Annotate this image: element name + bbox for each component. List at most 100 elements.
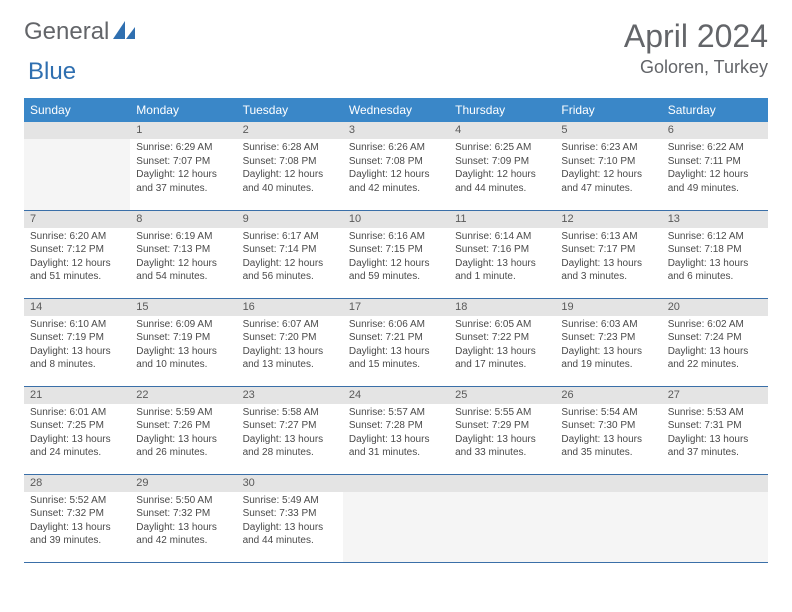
calendar-cell: 19Sunrise: 6:03 AMSunset: 7:23 PMDayligh… xyxy=(555,298,661,386)
day-content: Sunrise: 5:54 AMSunset: 7:30 PMDaylight:… xyxy=(555,404,661,464)
daylight-text: Daylight: 13 hours and 19 minutes. xyxy=(561,345,655,372)
calendar-cell: 28Sunrise: 5:52 AMSunset: 7:32 PMDayligh… xyxy=(24,474,130,562)
sunset-text: Sunset: 7:23 PM xyxy=(561,331,655,345)
daylight-text: Daylight: 12 hours and 54 minutes. xyxy=(136,257,230,284)
sunset-text: Sunset: 7:10 PM xyxy=(561,155,655,169)
sunrise-text: Sunrise: 5:57 AM xyxy=(349,406,443,420)
sunset-text: Sunset: 7:18 PM xyxy=(668,243,762,257)
dayname-0: Sunday xyxy=(24,98,130,122)
day-content: Sunrise: 6:07 AMSunset: 7:20 PMDaylight:… xyxy=(237,316,343,376)
sunrise-text: Sunrise: 6:20 AM xyxy=(30,230,124,244)
sunrise-text: Sunrise: 6:14 AM xyxy=(455,230,549,244)
calendar-cell xyxy=(555,474,661,562)
calendar-cell: 15Sunrise: 6:09 AMSunset: 7:19 PMDayligh… xyxy=(130,298,236,386)
day-number: 12 xyxy=(555,211,661,228)
day-content: Sunrise: 5:58 AMSunset: 7:27 PMDaylight:… xyxy=(237,404,343,464)
sunset-text: Sunset: 7:08 PM xyxy=(349,155,443,169)
brand-text-2: Blue xyxy=(28,58,76,86)
day-number: 11 xyxy=(449,211,555,228)
sunrise-text: Sunrise: 5:53 AM xyxy=(668,406,762,420)
daylight-text: Daylight: 12 hours and 44 minutes. xyxy=(455,168,549,195)
daylight-text: Daylight: 13 hours and 33 minutes. xyxy=(455,433,549,460)
day-content xyxy=(24,139,130,145)
day-number: 28 xyxy=(24,475,130,492)
calendar-cell: 2Sunrise: 6:28 AMSunset: 7:08 PMDaylight… xyxy=(237,122,343,210)
day-content xyxy=(662,492,768,498)
day-content: Sunrise: 5:52 AMSunset: 7:32 PMDaylight:… xyxy=(24,492,130,552)
daylight-text: Daylight: 13 hours and 39 minutes. xyxy=(30,521,124,548)
sunset-text: Sunset: 7:07 PM xyxy=(136,155,230,169)
day-number: 27 xyxy=(662,387,768,404)
sunset-text: Sunset: 7:27 PM xyxy=(243,419,337,433)
day-number: 17 xyxy=(343,299,449,316)
sunset-text: Sunset: 7:33 PM xyxy=(243,507,337,521)
day-number: 6 xyxy=(662,122,768,139)
day-number: 14 xyxy=(24,299,130,316)
calendar-cell: 8Sunrise: 6:19 AMSunset: 7:13 PMDaylight… xyxy=(130,210,236,298)
calendar-cell: 12Sunrise: 6:13 AMSunset: 7:17 PMDayligh… xyxy=(555,210,661,298)
sunrise-text: Sunrise: 6:17 AM xyxy=(243,230,337,244)
day-content: Sunrise: 6:03 AMSunset: 7:23 PMDaylight:… xyxy=(555,316,661,376)
daylight-text: Daylight: 13 hours and 42 minutes. xyxy=(136,521,230,548)
day-number: 1 xyxy=(130,122,236,139)
calendar-cell: 26Sunrise: 5:54 AMSunset: 7:30 PMDayligh… xyxy=(555,386,661,474)
day-number: 10 xyxy=(343,211,449,228)
sunset-text: Sunset: 7:22 PM xyxy=(455,331,549,345)
sunset-text: Sunset: 7:14 PM xyxy=(243,243,337,257)
day-content: Sunrise: 6:12 AMSunset: 7:18 PMDaylight:… xyxy=(662,228,768,288)
sunrise-text: Sunrise: 6:28 AM xyxy=(243,141,337,155)
day-content: Sunrise: 5:53 AMSunset: 7:31 PMDaylight:… xyxy=(662,404,768,464)
calendar-week: 14Sunrise: 6:10 AMSunset: 7:19 PMDayligh… xyxy=(24,298,768,386)
location-text: Goloren, Turkey xyxy=(624,57,768,78)
calendar-cell: 18Sunrise: 6:05 AMSunset: 7:22 PMDayligh… xyxy=(449,298,555,386)
sunrise-text: Sunrise: 6:07 AM xyxy=(243,318,337,332)
dayname-2: Tuesday xyxy=(237,98,343,122)
calendar-cell: 25Sunrise: 5:55 AMSunset: 7:29 PMDayligh… xyxy=(449,386,555,474)
daylight-text: Daylight: 13 hours and 26 minutes. xyxy=(136,433,230,460)
daylight-text: Daylight: 13 hours and 1 minute. xyxy=(455,257,549,284)
day-content: Sunrise: 6:16 AMSunset: 7:15 PMDaylight:… xyxy=(343,228,449,288)
day-number xyxy=(449,475,555,492)
daylight-text: Daylight: 13 hours and 15 minutes. xyxy=(349,345,443,372)
day-content: Sunrise: 6:26 AMSunset: 7:08 PMDaylight:… xyxy=(343,139,449,199)
day-content xyxy=(449,492,555,498)
day-content xyxy=(555,492,661,498)
sunrise-text: Sunrise: 6:10 AM xyxy=(30,318,124,332)
daylight-text: Daylight: 12 hours and 51 minutes. xyxy=(30,257,124,284)
day-number: 7 xyxy=(24,211,130,228)
calendar-cell: 6Sunrise: 6:22 AMSunset: 7:11 PMDaylight… xyxy=(662,122,768,210)
sunrise-text: Sunrise: 6:09 AM xyxy=(136,318,230,332)
calendar-cell: 10Sunrise: 6:16 AMSunset: 7:15 PMDayligh… xyxy=(343,210,449,298)
sunrise-text: Sunrise: 5:55 AM xyxy=(455,406,549,420)
day-content: Sunrise: 5:50 AMSunset: 7:32 PMDaylight:… xyxy=(130,492,236,552)
brand-sail-icon xyxy=(111,19,137,46)
sunrise-text: Sunrise: 5:54 AM xyxy=(561,406,655,420)
calendar-cell: 21Sunrise: 6:01 AMSunset: 7:25 PMDayligh… xyxy=(24,386,130,474)
day-number: 21 xyxy=(24,387,130,404)
calendar-cell: 9Sunrise: 6:17 AMSunset: 7:14 PMDaylight… xyxy=(237,210,343,298)
day-content: Sunrise: 6:01 AMSunset: 7:25 PMDaylight:… xyxy=(24,404,130,464)
day-number: 4 xyxy=(449,122,555,139)
daylight-text: Daylight: 13 hours and 3 minutes. xyxy=(561,257,655,284)
day-content: Sunrise: 6:28 AMSunset: 7:08 PMDaylight:… xyxy=(237,139,343,199)
sunrise-text: Sunrise: 6:22 AM xyxy=(668,141,762,155)
day-content: Sunrise: 6:09 AMSunset: 7:19 PMDaylight:… xyxy=(130,316,236,376)
sunrise-text: Sunrise: 6:03 AM xyxy=(561,318,655,332)
calendar-cell: 13Sunrise: 6:12 AMSunset: 7:18 PMDayligh… xyxy=(662,210,768,298)
sunset-text: Sunset: 7:28 PM xyxy=(349,419,443,433)
calendar-cell: 22Sunrise: 5:59 AMSunset: 7:26 PMDayligh… xyxy=(130,386,236,474)
day-number: 5 xyxy=(555,122,661,139)
day-number: 9 xyxy=(237,211,343,228)
sunrise-text: Sunrise: 6:29 AM xyxy=(136,141,230,155)
sunset-text: Sunset: 7:31 PM xyxy=(668,419,762,433)
daylight-text: Daylight: 12 hours and 49 minutes. xyxy=(668,168,762,195)
sunrise-text: Sunrise: 5:50 AM xyxy=(136,494,230,508)
daylight-text: Daylight: 13 hours and 10 minutes. xyxy=(136,345,230,372)
day-number: 24 xyxy=(343,387,449,404)
sunset-text: Sunset: 7:26 PM xyxy=(136,419,230,433)
calendar-cell: 7Sunrise: 6:20 AMSunset: 7:12 PMDaylight… xyxy=(24,210,130,298)
daylight-text: Daylight: 12 hours and 59 minutes. xyxy=(349,257,443,284)
calendar-cell: 27Sunrise: 5:53 AMSunset: 7:31 PMDayligh… xyxy=(662,386,768,474)
sunrise-text: Sunrise: 5:58 AM xyxy=(243,406,337,420)
daylight-text: Daylight: 13 hours and 6 minutes. xyxy=(668,257,762,284)
